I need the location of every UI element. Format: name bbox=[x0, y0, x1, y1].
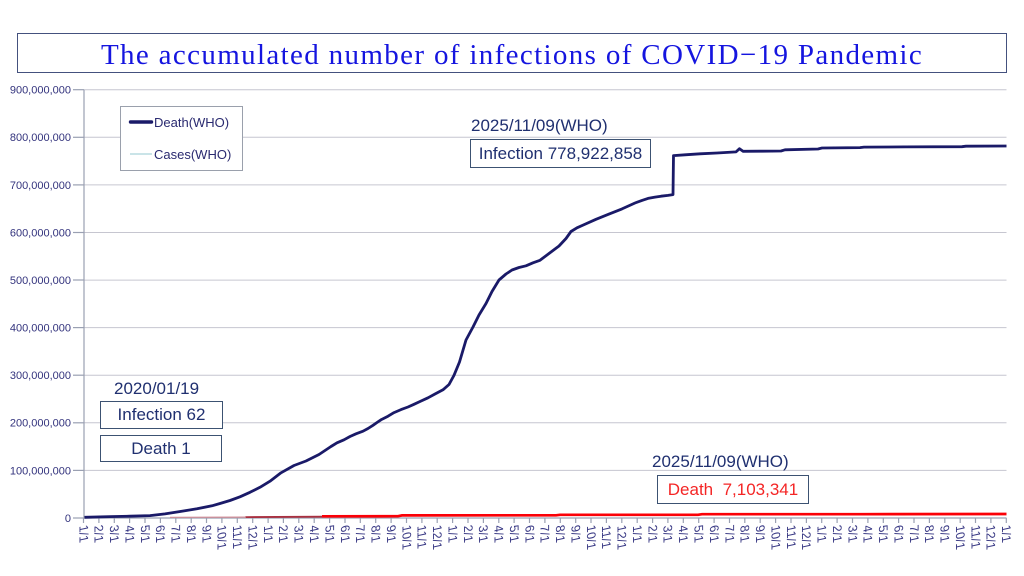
svg-text:100,000,000: 100,000,000 bbox=[10, 465, 71, 477]
svg-text:8/1: 8/1 bbox=[922, 524, 936, 544]
svg-text:1/1: 1/1 bbox=[815, 524, 829, 544]
svg-text:4/1: 4/1 bbox=[492, 524, 506, 544]
svg-text:1/1: 1/1 bbox=[630, 524, 644, 544]
svg-text:7/1: 7/1 bbox=[353, 524, 367, 544]
svg-text:4/1: 4/1 bbox=[676, 524, 690, 544]
svg-text:1/1: 1/1 bbox=[999, 524, 1013, 544]
svg-text:3/1: 3/1 bbox=[292, 524, 306, 544]
svg-text:7/1: 7/1 bbox=[907, 524, 921, 544]
svg-text:8/1: 8/1 bbox=[738, 524, 752, 544]
svg-text:2/1: 2/1 bbox=[92, 524, 106, 544]
svg-text:8/1: 8/1 bbox=[369, 524, 383, 544]
svg-text:7/1: 7/1 bbox=[722, 524, 736, 544]
svg-text:9/1: 9/1 bbox=[199, 524, 213, 544]
svg-text:3/1: 3/1 bbox=[107, 524, 121, 544]
svg-text:6/1: 6/1 bbox=[891, 524, 905, 544]
svg-text:11/1: 11/1 bbox=[415, 524, 429, 550]
svg-text:5/1: 5/1 bbox=[876, 524, 890, 544]
svg-text:8/1: 8/1 bbox=[184, 524, 198, 544]
svg-text:1/1: 1/1 bbox=[261, 524, 275, 544]
svg-text:10/1: 10/1 bbox=[584, 524, 598, 551]
svg-text:1/1: 1/1 bbox=[76, 524, 90, 544]
svg-text:2/1: 2/1 bbox=[276, 524, 290, 544]
svg-text:3/1: 3/1 bbox=[661, 524, 675, 544]
svg-text:9/1: 9/1 bbox=[753, 524, 767, 544]
svg-text:10/1: 10/1 bbox=[768, 524, 782, 551]
svg-text:5/1: 5/1 bbox=[138, 524, 152, 544]
svg-text:11/1: 11/1 bbox=[784, 524, 798, 550]
svg-text:5/1: 5/1 bbox=[692, 524, 706, 544]
svg-text:11/1: 11/1 bbox=[230, 524, 244, 550]
svg-text:9/1: 9/1 bbox=[384, 524, 398, 544]
svg-text:11/1: 11/1 bbox=[968, 524, 982, 550]
svg-text:12/1: 12/1 bbox=[430, 524, 444, 551]
svg-text:4/1: 4/1 bbox=[122, 524, 136, 544]
svg-text:600,000,000: 600,000,000 bbox=[10, 227, 71, 239]
svg-text:8/1: 8/1 bbox=[553, 524, 567, 544]
svg-text:Death(WHO): Death(WHO) bbox=[154, 115, 229, 130]
svg-text:3/1: 3/1 bbox=[845, 524, 859, 544]
svg-text:5/1: 5/1 bbox=[322, 524, 336, 544]
svg-text:300,000,000: 300,000,000 bbox=[10, 370, 71, 382]
svg-text:10/1: 10/1 bbox=[215, 524, 229, 551]
svg-text:1/1: 1/1 bbox=[445, 524, 459, 544]
svg-text:800,000,000: 800,000,000 bbox=[10, 132, 71, 144]
svg-text:2/1: 2/1 bbox=[461, 524, 475, 544]
svg-text:5/1: 5/1 bbox=[507, 524, 521, 544]
svg-text:6/1: 6/1 bbox=[707, 524, 721, 544]
svg-text:9/1: 9/1 bbox=[569, 524, 583, 544]
svg-text:12/1: 12/1 bbox=[984, 524, 998, 551]
svg-text:2/1: 2/1 bbox=[830, 524, 844, 544]
svg-text:500,000,000: 500,000,000 bbox=[10, 275, 71, 287]
svg-text:400,000,000: 400,000,000 bbox=[10, 323, 71, 335]
svg-text:6/1: 6/1 bbox=[153, 524, 167, 544]
svg-text:700,000,000: 700,000,000 bbox=[10, 180, 71, 192]
svg-text:6/1: 6/1 bbox=[522, 524, 536, 544]
svg-text:6/1: 6/1 bbox=[338, 524, 352, 544]
svg-text:7/1: 7/1 bbox=[169, 524, 183, 544]
svg-text:9/1: 9/1 bbox=[938, 524, 952, 544]
svg-text:200,000,000: 200,000,000 bbox=[10, 418, 71, 430]
svg-text:10/1: 10/1 bbox=[399, 524, 413, 551]
svg-text:11/1: 11/1 bbox=[599, 524, 613, 550]
svg-text:Cases(WHO): Cases(WHO) bbox=[154, 147, 231, 162]
svg-text:4/1: 4/1 bbox=[861, 524, 875, 544]
svg-text:4/1: 4/1 bbox=[307, 524, 321, 544]
svg-text:900,000,000: 900,000,000 bbox=[10, 85, 71, 97]
svg-text:12/1: 12/1 bbox=[615, 524, 629, 551]
svg-text:3/1: 3/1 bbox=[476, 524, 490, 544]
svg-text:10/1: 10/1 bbox=[953, 524, 967, 551]
svg-text:12/1: 12/1 bbox=[246, 524, 260, 551]
svg-text:0: 0 bbox=[65, 513, 71, 525]
svg-text:2/1: 2/1 bbox=[645, 524, 659, 544]
svg-text:12/1: 12/1 bbox=[799, 524, 813, 551]
svg-text:7/1: 7/1 bbox=[538, 524, 552, 544]
